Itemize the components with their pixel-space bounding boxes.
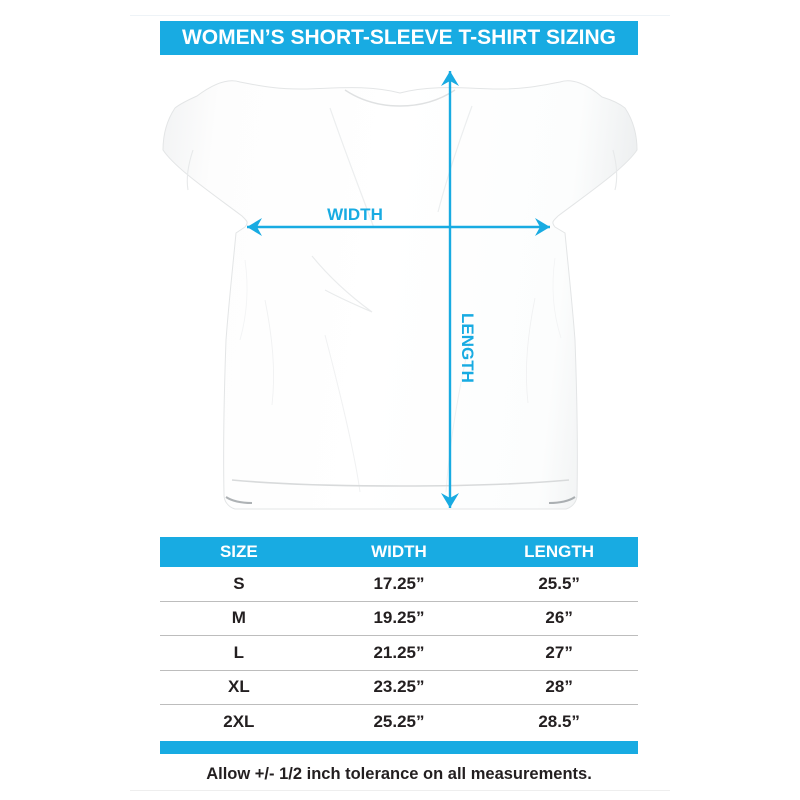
svg-text:LENGTH: LENGTH bbox=[458, 313, 477, 383]
svg-text:WIDTH: WIDTH bbox=[327, 205, 383, 224]
